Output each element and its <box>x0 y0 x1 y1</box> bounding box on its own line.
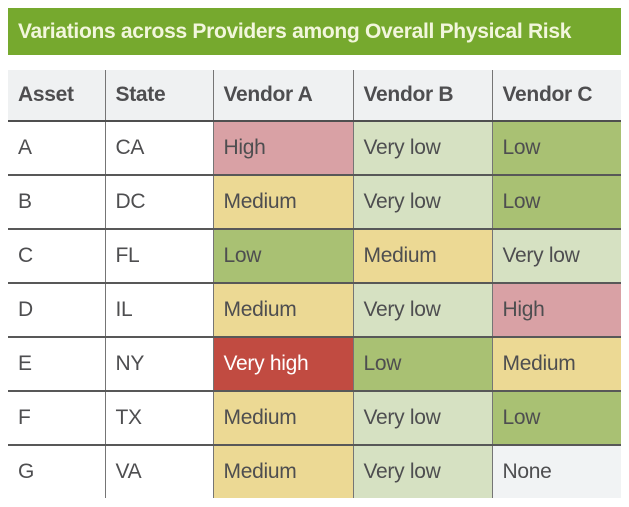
risk-cell-vendor-c: Low <box>492 121 621 176</box>
column-header-vendor-b: Vendor B <box>353 70 493 122</box>
table-row: D IL Medium Very low High <box>8 283 621 338</box>
risk-cell-vendor-a: Medium <box>213 283 354 338</box>
risk-cell-vendor-c: Low <box>492 391 621 446</box>
risk-cell-vendor-a: Medium <box>213 391 354 446</box>
risk-cell-vendor-c: Low <box>492 175 621 230</box>
column-header-asset: Asset <box>8 70 106 122</box>
risk-cell-vendor-a: Medium <box>213 445 354 498</box>
state-cell: NY <box>105 337 214 392</box>
risk-cell-vendor-b: Low <box>353 337 493 392</box>
asset-cell: C <box>8 229 106 284</box>
risk-cell-vendor-c: Medium <box>492 337 621 392</box>
state-cell: TX <box>105 391 214 446</box>
risk-table: Asset State Vendor A Vendor B Vendor C A… <box>8 70 621 498</box>
column-header-state: State <box>105 70 214 122</box>
figure-title: Variations across Providers among Overal… <box>18 20 572 43</box>
asset-cell: G <box>8 445 106 498</box>
column-header-vendor-a: Vendor A <box>213 70 354 122</box>
risk-cell-vendor-b: Very low <box>353 121 493 176</box>
risk-cell-vendor-c: Very low <box>492 229 621 284</box>
state-cell: CA <box>105 121 214 176</box>
state-cell: DC <box>105 175 214 230</box>
table-row: A CA High Very low Low <box>8 121 621 176</box>
risk-cell-vendor-a: Medium <box>213 175 354 230</box>
figure-title-banner: Variations across Providers among Overal… <box>8 8 621 55</box>
risk-cell-vendor-b: Very low <box>353 283 493 338</box>
risk-cell-vendor-c: High <box>492 283 621 338</box>
column-header-vendor-c: Vendor C <box>492 70 621 122</box>
table-row: F TX Medium Very low Low <box>8 391 621 446</box>
risk-cell-vendor-b: Very low <box>353 445 493 498</box>
state-cell: VA <box>105 445 214 498</box>
risk-cell-vendor-b: Very low <box>353 391 493 446</box>
risk-cell-vendor-a: Very high <box>213 337 354 392</box>
risk-cell-vendor-a: Low <box>213 229 354 284</box>
table-row: E NY Very high Low Medium <box>8 337 621 392</box>
risk-cell-vendor-b: Very low <box>353 175 493 230</box>
table-row: B DC Medium Very low Low <box>8 175 621 230</box>
asset-cell: A <box>8 121 106 176</box>
header-row: Asset State Vendor A Vendor B Vendor C <box>8 70 621 122</box>
asset-cell: D <box>8 283 106 338</box>
state-cell: FL <box>105 229 214 284</box>
risk-cell-vendor-a: High <box>213 121 354 176</box>
asset-cell: B <box>8 175 106 230</box>
asset-cell: E <box>8 337 106 392</box>
table-row: G VA Medium Very low None <box>8 445 621 498</box>
table-row: C FL Low Medium Very low <box>8 229 621 284</box>
risk-cell-vendor-b: Medium <box>353 229 493 284</box>
state-cell: IL <box>105 283 214 338</box>
risk-cell-vendor-c: None <box>492 445 621 498</box>
asset-cell: F <box>8 391 106 446</box>
